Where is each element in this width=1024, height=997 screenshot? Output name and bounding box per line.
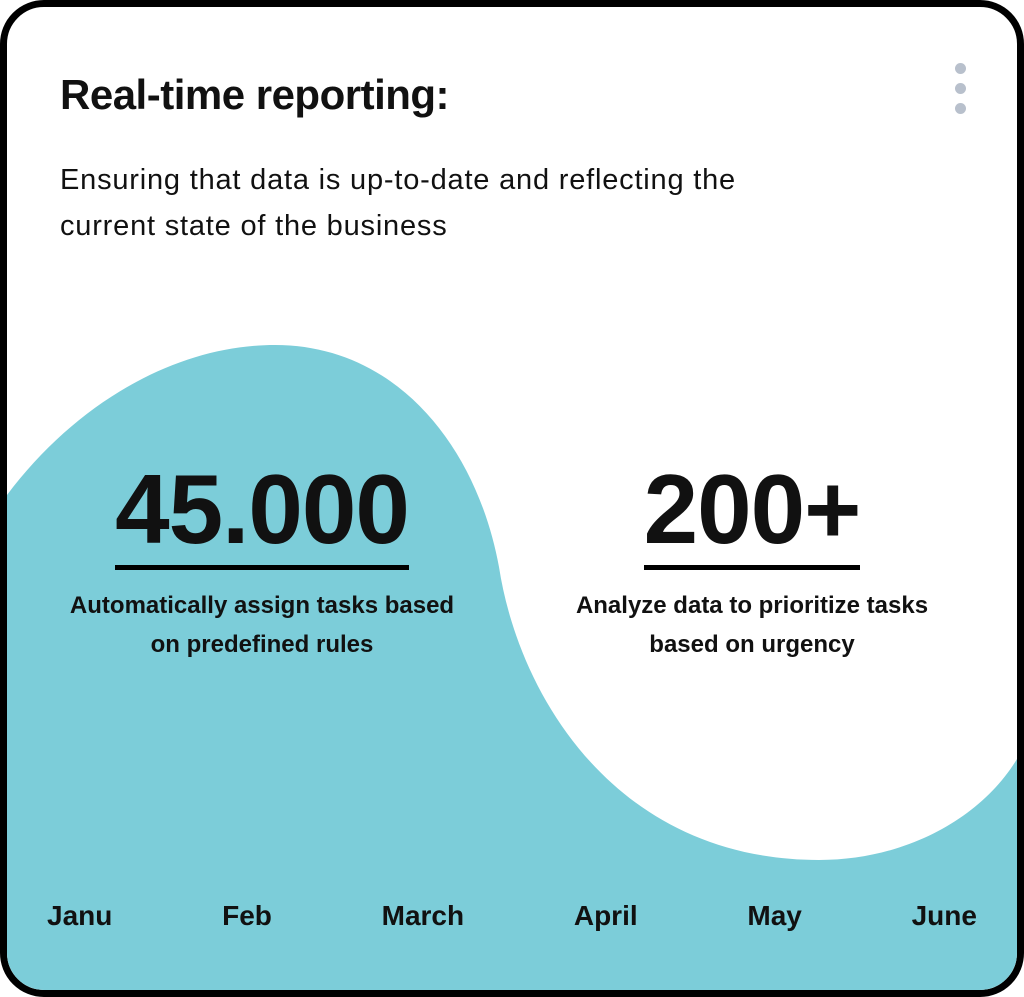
stat-caption: Analyze data to prioritize tasks based o… bbox=[575, 592, 929, 658]
more-options-button[interactable] bbox=[950, 63, 970, 125]
wave-shape bbox=[7, 345, 1017, 990]
stat-prioritized: 200+ Analyze data to prioritize tasks ba… bbox=[567, 459, 937, 664]
month-axis: Janu Feb March April May June bbox=[47, 900, 977, 932]
month-label: Janu bbox=[47, 900, 113, 931]
stat-value: 45.000 bbox=[115, 459, 410, 570]
dot-icon bbox=[954, 63, 966, 74]
wave-background bbox=[7, 345, 1017, 990]
month-label: Feb bbox=[222, 900, 272, 931]
month-label: June bbox=[911, 900, 977, 931]
card-title: Real-time reporting: bbox=[60, 71, 450, 118]
card-subtitle: Ensuring that data is up-to-date and ref… bbox=[60, 164, 736, 242]
dot-icon bbox=[954, 83, 966, 94]
month-label: May bbox=[747, 900, 802, 931]
stat-tasks-assigned: 45.000 Automatically assign tasks based … bbox=[67, 459, 457, 664]
stat-value: 200+ bbox=[643, 459, 861, 570]
dot-icon bbox=[954, 103, 966, 114]
month-label: March bbox=[381, 900, 465, 931]
stat-caption: Automatically assign tasks based on pred… bbox=[69, 592, 455, 658]
month-label: April bbox=[573, 900, 638, 931]
